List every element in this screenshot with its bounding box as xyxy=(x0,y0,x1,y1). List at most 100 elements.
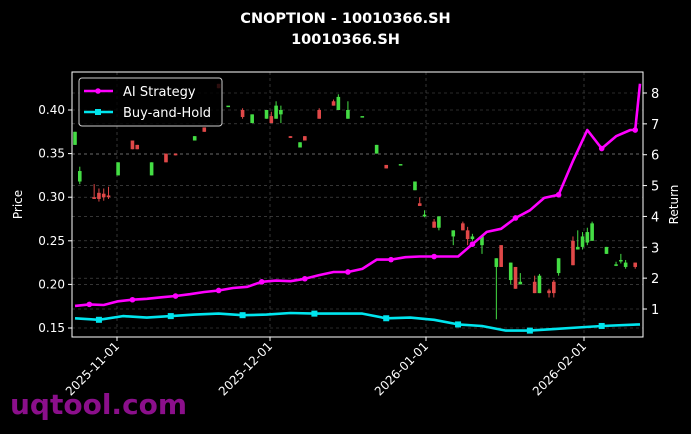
candle-up xyxy=(590,223,594,241)
candle-down xyxy=(288,136,293,138)
return-tick-label: 7 xyxy=(651,118,659,133)
ai-strategy-marker xyxy=(345,269,351,275)
candle-up xyxy=(518,281,523,285)
buy-and-hold-line xyxy=(74,311,641,332)
candle-up xyxy=(508,262,513,281)
candle-down xyxy=(240,110,245,117)
plot-frame xyxy=(71,71,644,338)
candle-down xyxy=(97,192,101,199)
candle-down xyxy=(417,203,422,206)
legend-marker-square xyxy=(95,109,101,115)
candle-up xyxy=(413,181,417,191)
candle-up xyxy=(73,131,77,145)
candle-up xyxy=(264,110,269,119)
price-tick-label: 0.20 xyxy=(38,277,65,291)
ai-strategy-marker xyxy=(388,256,394,263)
candle-up xyxy=(585,232,590,243)
buy-and-hold-marker xyxy=(167,313,174,320)
candle-up xyxy=(494,258,499,267)
candle-up xyxy=(336,96,341,110)
legend-box xyxy=(78,77,223,127)
candle-down xyxy=(499,245,503,267)
return-tick-label: 6 xyxy=(651,149,659,164)
ai-strategy-marker xyxy=(129,296,136,303)
candle-up xyxy=(537,275,542,294)
price-tick-label: 0.25 xyxy=(38,234,65,248)
candle-down xyxy=(547,290,551,294)
return-axis-label: Return xyxy=(667,185,681,225)
ai-strategy-marker xyxy=(86,301,93,308)
candle-down xyxy=(384,164,389,169)
candle-up xyxy=(470,236,475,240)
candle-up xyxy=(619,259,623,262)
buy-and-hold-marker xyxy=(598,322,605,329)
candle-up xyxy=(398,164,403,166)
legend-marker-circle xyxy=(95,88,101,94)
buy-and-hold-marker xyxy=(239,312,246,319)
candle-down xyxy=(202,127,207,132)
buy-and-hold-marker xyxy=(526,327,533,334)
candle-up xyxy=(422,214,427,217)
return-tick-label: 4 xyxy=(651,210,659,225)
candle-up xyxy=(437,216,441,228)
candle-up xyxy=(451,230,456,237)
candle-down xyxy=(461,223,465,231)
candle-down xyxy=(101,193,106,198)
candle-down xyxy=(317,110,321,119)
candle-down xyxy=(331,101,336,106)
candle-up xyxy=(604,246,609,254)
ai-strategy-marker xyxy=(172,293,179,299)
candle-down xyxy=(135,144,140,150)
candle-down xyxy=(164,153,168,163)
candle-down xyxy=(92,197,96,199)
chart-subtitle: 10010366.SH xyxy=(291,32,400,48)
return-tick-label: 5 xyxy=(651,180,659,195)
date-tick-label: 2026-01-01 xyxy=(372,339,431,398)
candle-down xyxy=(513,266,518,289)
ai-strategy-marker xyxy=(555,192,562,198)
buy-and-hold-marker xyxy=(383,315,390,322)
candle-down xyxy=(130,140,135,150)
candle-down xyxy=(465,230,470,240)
return-tick-label: 2 xyxy=(651,272,659,287)
buy-and-hold-marker xyxy=(95,316,102,323)
candle-down xyxy=(432,221,436,228)
candle-up xyxy=(226,105,231,108)
candle-down xyxy=(571,240,575,266)
candle-down xyxy=(303,136,307,141)
price-axis-label: Price xyxy=(11,190,25,219)
candle-up xyxy=(575,246,580,250)
candle-up xyxy=(346,110,350,119)
candle-up xyxy=(480,236,484,246)
buy-and-hold-marker xyxy=(455,321,462,328)
candle-up xyxy=(149,162,154,176)
ai-strategy-marker xyxy=(215,287,222,294)
date-tick-label: 2026-02-01 xyxy=(530,339,589,398)
ai-strategy-marker xyxy=(512,215,519,221)
candle-up xyxy=(360,116,365,118)
candle-up xyxy=(374,144,379,154)
chart-title: CNOPTION - 10010366.SH xyxy=(240,11,451,27)
candle-down xyxy=(633,262,638,267)
ai-strategy-marker xyxy=(469,241,476,247)
candle-up xyxy=(580,236,585,247)
candle-down xyxy=(269,116,274,124)
return-tick-label: 8 xyxy=(651,87,659,102)
candle-up xyxy=(77,171,82,182)
legend-label: Buy-and-Hold xyxy=(123,106,211,121)
price-tick-label: 0.15 xyxy=(38,321,65,335)
ai-strategy-marker xyxy=(431,253,437,260)
price-tick-label: 0.35 xyxy=(38,147,65,161)
price-tick-label: 0.40 xyxy=(38,103,65,117)
date-tick-label: 2025-12-01 xyxy=(216,339,275,398)
candle-up xyxy=(116,162,120,176)
ai-strategy-marker xyxy=(632,127,639,133)
watermark: uqtool.com xyxy=(10,388,188,421)
candle-up xyxy=(556,258,561,274)
candle-up xyxy=(274,105,278,119)
ai-strategy-marker xyxy=(598,145,605,152)
candle-up xyxy=(250,114,254,124)
candle-up xyxy=(298,142,302,148)
legend-label: AI Strategy xyxy=(123,85,196,100)
